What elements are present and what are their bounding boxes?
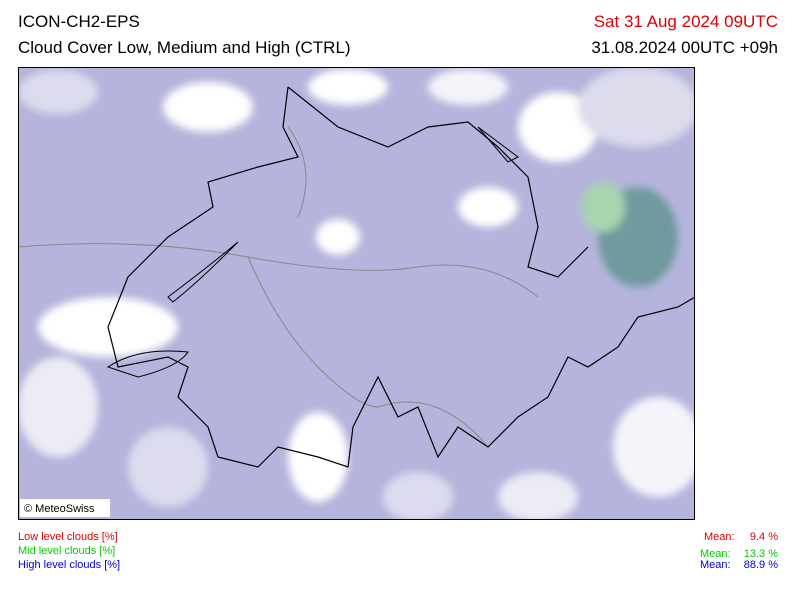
run-time: 31.08.2024 00UTC +09h [591, 38, 778, 57]
lakes [106, 126, 519, 378]
valid-time: Sat 31 Aug 2024 09UTC [593, 12, 778, 31]
legend-high: High level clouds [%] [18, 559, 121, 571]
map: © MeteoSwiss [18, 67, 695, 520]
mean-label: Mean: [700, 559, 731, 571]
mean-value: 13.3 % [743, 548, 778, 560]
copyright: © MeteoSwiss [24, 503, 95, 515]
product-title: Cloud Cover Low, Medium and High (CTRL) [18, 38, 351, 57]
mean-label: Mean: [704, 531, 735, 543]
cloud-patches [18, 67, 695, 520]
map-frame [18, 67, 695, 520]
mean-value: 88.9 % [743, 559, 778, 571]
model-title: ICON-CH2-EPS [18, 12, 140, 31]
country-border [107, 86, 695, 468]
mean-value: 9.4 % [749, 531, 778, 543]
region-borders [18, 126, 539, 448]
legend-low: Low level clouds [%] [18, 531, 118, 543]
legend-mid: Mid level clouds [%] [18, 545, 116, 557]
mean-label: Mean: [700, 548, 731, 560]
